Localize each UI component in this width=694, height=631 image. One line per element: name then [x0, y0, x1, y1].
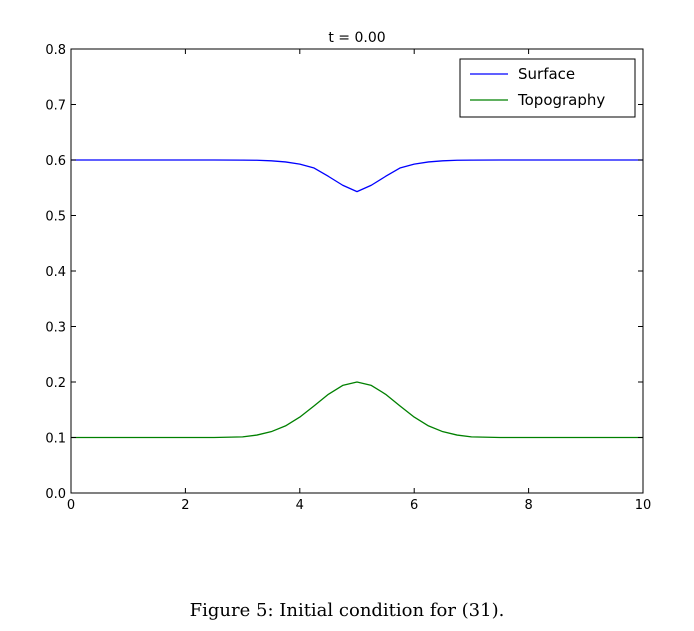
x-tick-label: 10: [635, 498, 652, 513]
figure-caption: Figure 5: Initial condition for (31).: [189, 600, 505, 621]
x-tick-label: 6: [410, 498, 418, 513]
y-tick-label: 0.5: [45, 210, 66, 225]
legend-label-topography: Topography: [517, 91, 605, 109]
y-tick-label: 0.3: [45, 321, 66, 336]
chart-legend: Surface Topography: [459, 58, 636, 118]
x-tick-label: 2: [181, 498, 189, 513]
x-tick-label: 4: [296, 498, 304, 513]
plot-area: 0 2 4 6 8 10 0.0 0.1 0.2 0.3 0.4 0.5 0.6 0.7 0.8: [45, 43, 651, 513]
x-tick-label: 0: [67, 498, 75, 513]
chart-title: t = 0.00: [328, 30, 385, 46]
chart-figure: t = 0.00 0 2 4 6 8 10 0.0 0.1 0.2 0.3 0.4 0.5 0.6 0.7…: [45, 30, 651, 513]
legend-label-surface: Surface: [518, 65, 575, 83]
y-tick-label: 0.7: [45, 99, 66, 114]
series-line-surface: [71, 159, 643, 193]
legend-box: [459, 58, 636, 118]
y-tick-label: 0.6: [45, 154, 66, 169]
x-tick-label: 8: [524, 498, 532, 513]
y-tick-label: 0.4: [45, 265, 66, 280]
y-tick-label: 0.2: [45, 376, 66, 391]
series-line-topography: [71, 381, 643, 439]
y-tick-label: 0.0: [45, 487, 66, 502]
y-tick-label: 0.8: [45, 43, 66, 58]
y-tick-label: 0.1: [45, 432, 66, 447]
